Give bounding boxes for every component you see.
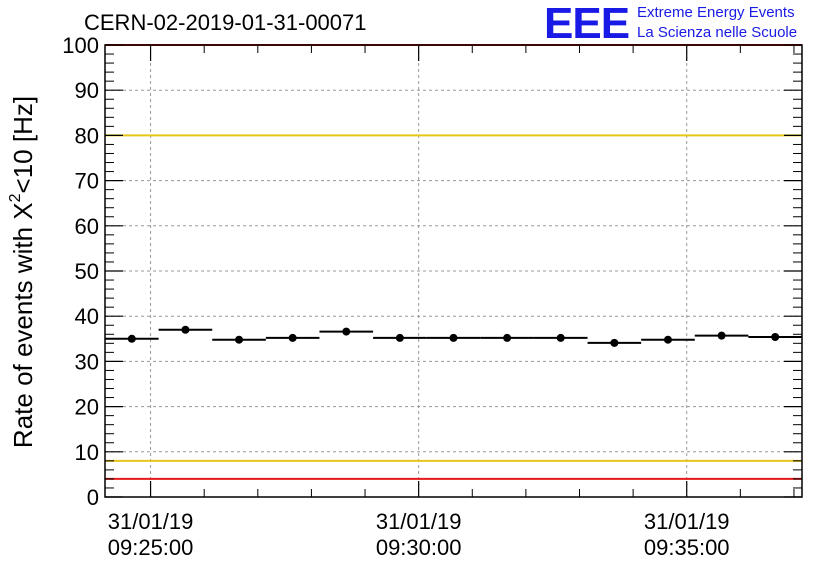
x-tick-date-label: 31/01/19 <box>644 509 730 534</box>
reference-lines <box>105 44 802 480</box>
y-axis-label-main: Rate of events with X <box>8 202 38 448</box>
y-tick-label: 100 <box>62 33 99 58</box>
y-tick-label: 0 <box>87 485 99 510</box>
x-tick-date-label: 31/01/19 <box>108 509 194 534</box>
y-tick-label: 20 <box>75 395 99 420</box>
y-tick-label: 60 <box>75 214 99 239</box>
y-tick-label: 90 <box>75 78 99 103</box>
y-axis-label-rest: <10 [Hz] <box>8 96 38 194</box>
y-tick-label: 30 <box>75 349 99 374</box>
data-point <box>449 333 458 342</box>
y-tick-label: 70 <box>75 169 99 194</box>
x-tick-time-label: 09:25:00 <box>108 535 194 560</box>
eee-logo: EEE <box>544 0 630 48</box>
run-title: CERN-02-2019-01-31-00071 <box>84 10 367 35</box>
data-point <box>127 334 136 343</box>
logo-caption-line1: Extreme Energy Events <box>637 4 795 21</box>
x-tick-date-label: 31/01/19 <box>376 509 462 534</box>
data-point <box>717 331 726 340</box>
data-point <box>342 327 351 336</box>
x-tick-time-label: 09:30:00 <box>376 535 462 560</box>
y-tick-label: 80 <box>75 123 99 148</box>
data-point <box>503 333 512 342</box>
data-points <box>105 325 802 347</box>
y-tick-label: 10 <box>75 440 99 465</box>
y-axis-label-sup: 2 <box>7 193 24 202</box>
y-tick-label: 40 <box>75 304 99 329</box>
data-point <box>181 325 190 334</box>
data-point <box>663 335 672 344</box>
axis-labels: 010203040506070809010031/01/1909:25:0031… <box>62 33 729 560</box>
data-point <box>395 333 404 342</box>
data-point <box>235 335 244 344</box>
y-axis-label: Rate of events with X2<10 [Hz] <box>7 96 38 448</box>
data-point <box>288 333 297 342</box>
y-tick-label: 50 <box>75 259 99 284</box>
data-point <box>771 332 780 341</box>
data-point <box>610 338 619 347</box>
plot-frame <box>104 44 803 498</box>
logo-caption-line2: La Scienza nelle Scuole <box>637 24 798 41</box>
x-tick-time-label: 09:35:00 <box>644 535 730 560</box>
grid-layer <box>105 45 802 497</box>
data-point <box>556 333 565 342</box>
